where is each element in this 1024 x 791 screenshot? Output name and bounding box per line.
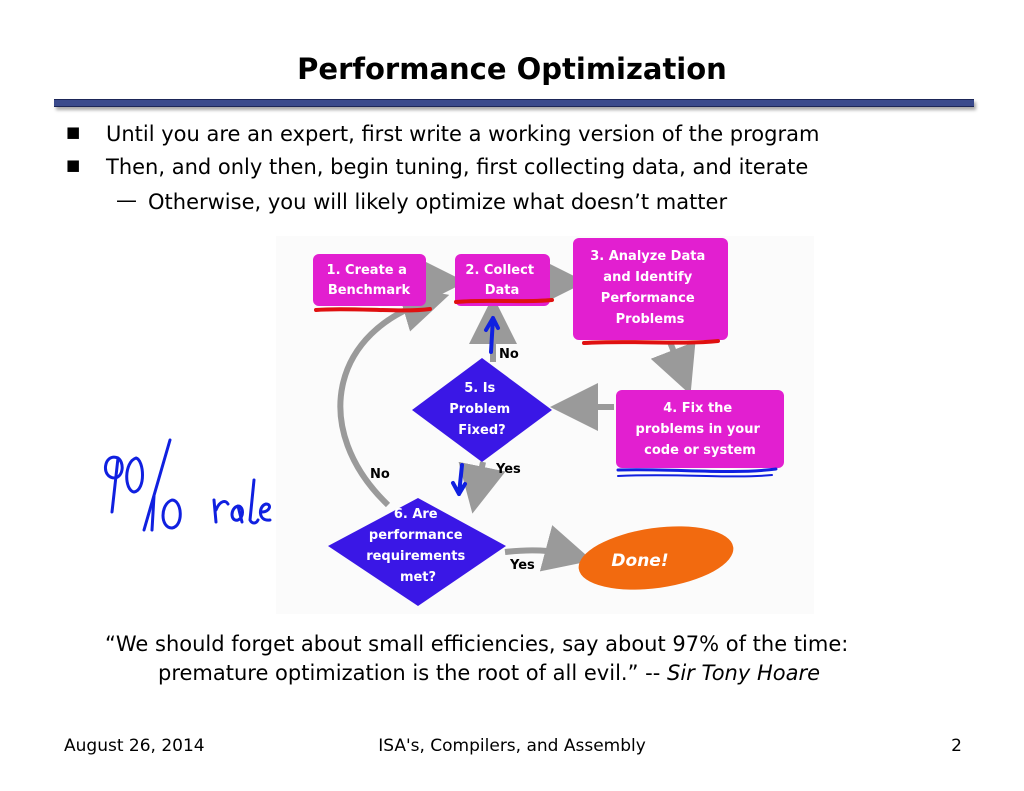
quote-line-2-text: premature optimization is the root of al… [158, 661, 661, 685]
blue-arrow-down-icon [451, 463, 467, 496]
svg-text:2. Collect Data: 2. Collect Data [465, 263, 538, 298]
step-5-line-2: Problem [449, 402, 510, 417]
step-4-box [616, 390, 784, 468]
sub-bullet-text: Otherwise, you will likely optimize what… [148, 190, 728, 214]
step-6-diamond [328, 498, 506, 606]
edge-label-yes-done: Yes [509, 558, 535, 573]
quote-line-2: premature optimization is the root of al… [158, 661, 820, 685]
edge-label-no-back: No [370, 467, 390, 482]
bullet-square-icon: ■ [66, 123, 81, 141]
step-5-line-3: Fixed? [458, 423, 505, 438]
red-underline-step-2 [454, 298, 554, 304]
step-6-line-3: requirements [366, 549, 465, 564]
step-1-line-1: 1. Create a [327, 263, 407, 278]
blue-underline-step-4-second [617, 474, 773, 478]
step-6-line-1: 6. Are [394, 507, 438, 522]
dash-icon: — [116, 188, 137, 212]
slide-title: Performance Optimization [297, 52, 727, 86]
bullet-1: ■ Until you are an expert, first write a… [66, 122, 820, 146]
step-6-line-2: performance [369, 528, 463, 543]
step-2-box [455, 254, 550, 306]
arrow-6-to-2-no [337, 285, 450, 508]
step-1-line-2: Benchmark [328, 283, 411, 298]
edge-label-yes-down: Yes [495, 462, 521, 477]
arrow-6-to-done-yes [504, 525, 593, 572]
flow-arrows [337, 258, 696, 572]
bullet-2: ■ Then, and only then, begin tuning, fir… [66, 155, 809, 179]
red-underline-step-3 [582, 339, 720, 345]
step-5-diamond [412, 358, 552, 462]
sub-bullet: — Otherwise, you will likely optimize wh… [116, 188, 728, 214]
red-underline-step-1 [314, 307, 432, 313]
step-3-line-3: Performance [601, 291, 695, 306]
footer-page-number: 2 [951, 736, 962, 756]
step-4-line-1: 4. Fix the [663, 401, 732, 416]
step-5-line-1: 5. Is [464, 381, 495, 396]
step-6-line-4: met? [400, 570, 436, 585]
arrow-5-to-6-yes [458, 461, 506, 514]
step-4-line-2: problems in your [636, 422, 761, 437]
edge-label-no-up: No [499, 347, 519, 362]
step-3-box [573, 238, 728, 340]
done-oval [578, 526, 734, 590]
blue-underline-step-4 [616, 467, 778, 473]
bullet-2-text: Then, and only then, begin tuning, first… [106, 155, 809, 179]
arrow-3-to-4 [650, 340, 696, 395]
handwritten-90-10-rule [104, 438, 272, 532]
step-4-line-3: code or system [644, 443, 756, 458]
svg-text:3. Analyze Data and Identi: 3. Analyze Data and Identify Performance… [590, 249, 710, 327]
quote-line-1: “We should forget about small efficienci… [105, 632, 849, 656]
ink-annotations [104, 298, 778, 532]
step-2-line-1: 2. Collect [465, 263, 534, 278]
blue-arrow-up-icon [484, 316, 500, 354]
footer-date: August 26, 2014 [64, 736, 205, 756]
quote-author: Sir Tony Hoare [666, 661, 821, 685]
title-divider [54, 99, 974, 107]
svg-text:1. Create a Benchmark: 1. Create a Benchmark [327, 263, 412, 298]
step-2-line-2: Data [485, 283, 520, 298]
done-label: Done! [611, 551, 668, 571]
svg-text:4. Fix the problems in you: 4. Fix the problems in your code or syst… [636, 401, 765, 458]
step-3-line-4: Problems [616, 312, 685, 327]
bullet-1-text: Until you are an expert, first write a w… [106, 122, 820, 146]
footer-course: ISA's, Compilers, and Assembly [378, 736, 646, 756]
svg-text:5. Is Problem Fixed?: 5. Is Problem Fixed? [449, 381, 515, 438]
bullet-square-icon: ■ [66, 156, 81, 174]
step-3-line-1: 3. Analyze Data [590, 249, 705, 264]
step-1-box [313, 254, 426, 306]
step-3-line-2: and Identify [603, 270, 692, 285]
svg-text:6. Are performance req: 6. Are performance requirements met? [366, 507, 470, 585]
